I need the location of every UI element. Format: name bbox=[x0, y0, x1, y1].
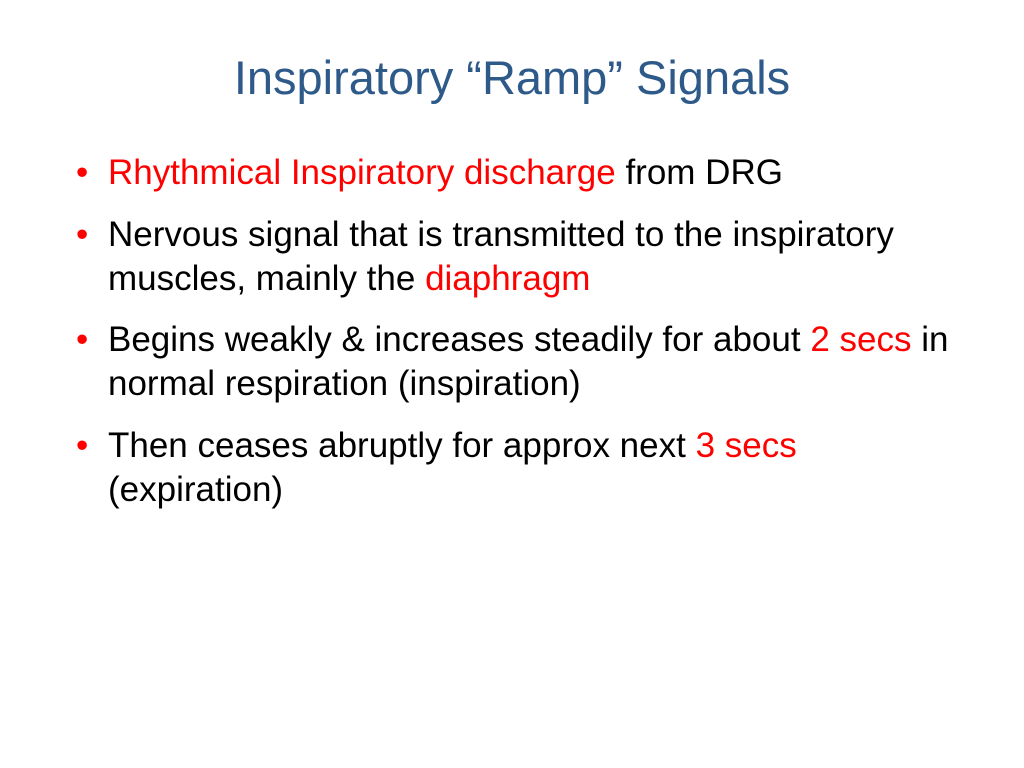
slide-title: Inspiratory “Ramp” Signals bbox=[60, 50, 964, 105]
bullet-text-segment: 2 secs bbox=[810, 320, 921, 359]
bullet-item: Nervous signal that is transmitted to th… bbox=[70, 213, 964, 301]
bullet-item: Then ceases abruptly for approx next 3 s… bbox=[70, 424, 964, 512]
bullet-text-segment: Rhythmical Inspiratory discharge bbox=[108, 153, 625, 192]
bullet-text-segment: 3 secs bbox=[696, 426, 797, 465]
bullet-item: Begins weakly & increases steadily for a… bbox=[70, 318, 964, 406]
bullet-text-segment: from DRG bbox=[625, 153, 783, 192]
bullet-text-segment: (expiration) bbox=[108, 470, 283, 509]
bullet-item: Rhythmical Inspiratory discharge from DR… bbox=[70, 151, 964, 195]
bullet-text-segment: Then ceases abruptly for approx next bbox=[108, 426, 696, 465]
bullet-text-segment: Begins weakly & increases steadily for a… bbox=[108, 320, 810, 359]
bullet-list: Rhythmical Inspiratory discharge from DR… bbox=[60, 151, 964, 511]
bullet-text-segment: diaphragm bbox=[425, 259, 590, 298]
